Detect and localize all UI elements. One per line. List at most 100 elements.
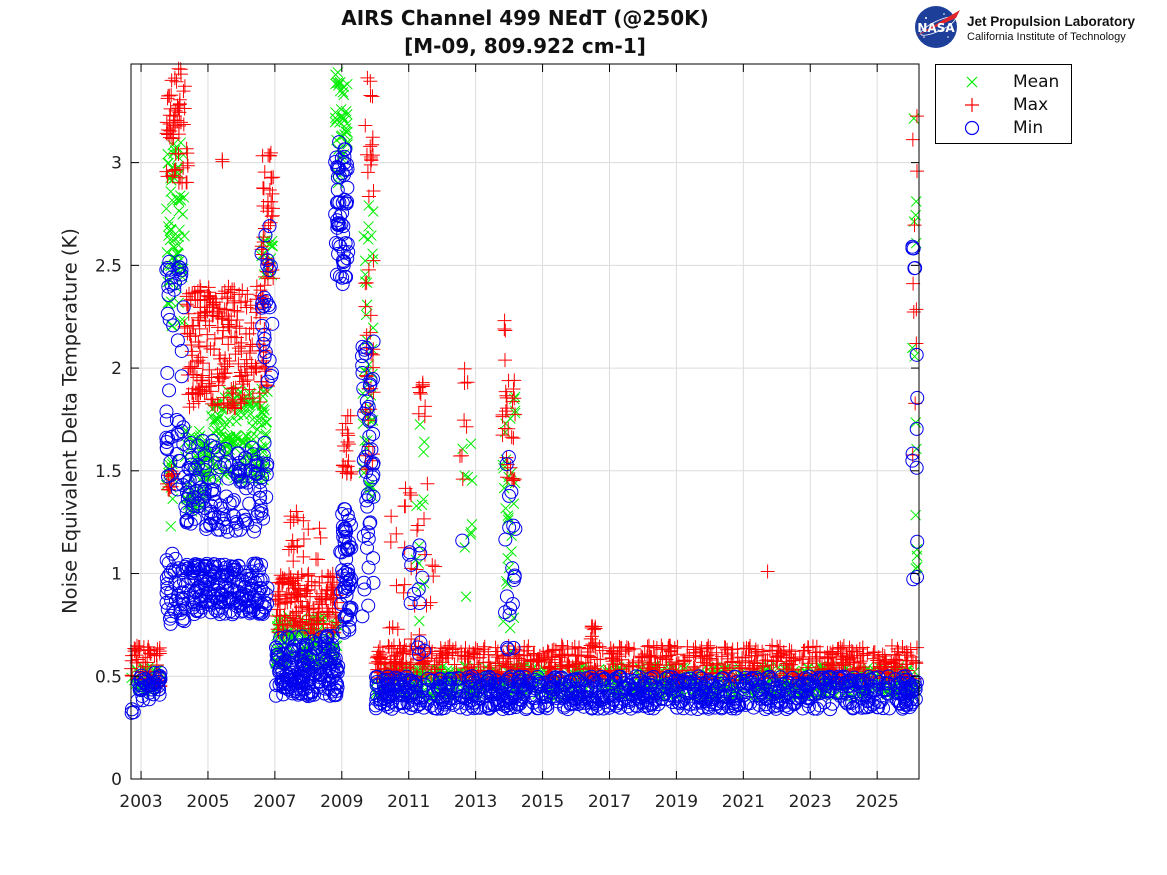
max-point bbox=[172, 101, 187, 116]
min-point bbox=[403, 596, 418, 611]
mean-point bbox=[331, 113, 343, 125]
max-point bbox=[363, 325, 378, 340]
max-point bbox=[225, 282, 240, 297]
x-tick-label: 2009 bbox=[320, 792, 363, 812]
max-point bbox=[265, 186, 280, 201]
x-tick-label: 2025 bbox=[856, 792, 899, 812]
max-point bbox=[420, 476, 435, 491]
max-point bbox=[482, 655, 497, 670]
max-point bbox=[161, 482, 176, 497]
max-point bbox=[296, 513, 311, 528]
max-point bbox=[884, 638, 899, 653]
max-point bbox=[701, 638, 716, 653]
max-point bbox=[310, 611, 325, 626]
max-point bbox=[189, 370, 204, 385]
max-point bbox=[311, 614, 326, 629]
mean-point bbox=[240, 430, 252, 441]
min-point bbox=[909, 421, 924, 436]
mean-point bbox=[260, 417, 272, 428]
max-point bbox=[149, 648, 164, 663]
max-point bbox=[398, 499, 413, 514]
y-tick-label: 0 bbox=[111, 770, 122, 790]
max-point bbox=[222, 320, 237, 335]
max-point bbox=[909, 640, 924, 655]
mean-point bbox=[230, 431, 242, 442]
max-point bbox=[193, 283, 208, 298]
max-point bbox=[343, 408, 358, 423]
max-point bbox=[646, 640, 661, 655]
max-point bbox=[909, 109, 924, 124]
max-point bbox=[404, 488, 419, 503]
min-point bbox=[360, 540, 375, 555]
max-point bbox=[191, 313, 206, 328]
max-point bbox=[199, 338, 214, 353]
mean-point bbox=[252, 424, 263, 435]
max-point bbox=[313, 530, 328, 545]
mean-point bbox=[341, 118, 353, 130]
mean-point bbox=[335, 131, 347, 142]
x-tick-label: 2019 bbox=[655, 792, 698, 812]
max-point bbox=[454, 648, 469, 663]
legend-item-max: Max bbox=[936, 94, 1071, 116]
max-point bbox=[286, 540, 301, 555]
mean-point bbox=[162, 297, 174, 309]
mean-point bbox=[357, 388, 369, 399]
max-point bbox=[239, 326, 254, 341]
max-point bbox=[341, 437, 356, 452]
max-point bbox=[261, 218, 276, 233]
max-point bbox=[234, 295, 249, 310]
mean-point bbox=[245, 408, 256, 420]
max-point bbox=[210, 397, 225, 412]
max-point bbox=[164, 88, 179, 103]
max-point bbox=[567, 639, 582, 654]
max-point bbox=[784, 644, 799, 659]
max-point bbox=[167, 71, 182, 86]
max-point bbox=[415, 378, 430, 393]
min-point bbox=[179, 514, 194, 529]
max-point bbox=[321, 569, 336, 584]
max-point bbox=[229, 319, 244, 334]
x-tick-label: 2003 bbox=[119, 792, 162, 812]
max-point bbox=[312, 594, 327, 609]
max-point bbox=[363, 88, 378, 103]
max-point bbox=[214, 310, 229, 325]
mean-point bbox=[215, 426, 226, 438]
max-point bbox=[286, 512, 301, 527]
max-point bbox=[680, 639, 695, 654]
max-point bbox=[299, 601, 314, 616]
max-point bbox=[208, 291, 223, 306]
max-point bbox=[223, 285, 238, 300]
max-point bbox=[293, 582, 308, 597]
max-point bbox=[225, 385, 240, 400]
min-point bbox=[171, 453, 186, 468]
chart-title: AIRS Channel 499 NEdT (@250K) [M-09, 809… bbox=[0, 4, 1050, 60]
mean-point bbox=[332, 77, 343, 89]
y-tick-label: 0.5 bbox=[95, 667, 122, 687]
max-point bbox=[182, 286, 197, 301]
min-point bbox=[170, 333, 185, 348]
max-point bbox=[310, 552, 325, 567]
max-point bbox=[633, 671, 648, 686]
mean-point bbox=[329, 116, 341, 128]
logo-org-name: Jet Propulsion Laboratory bbox=[967, 14, 1136, 29]
max-point bbox=[905, 132, 920, 147]
mean-point bbox=[162, 157, 174, 169]
min-point bbox=[363, 515, 378, 530]
mean-point bbox=[465, 526, 477, 538]
max-point bbox=[180, 326, 195, 341]
max-point bbox=[312, 575, 327, 590]
min-point bbox=[356, 529, 371, 544]
max-point bbox=[457, 413, 472, 428]
mean-point bbox=[207, 471, 218, 483]
max-point bbox=[417, 409, 432, 424]
max-point bbox=[266, 271, 281, 286]
max-point bbox=[363, 139, 378, 154]
max-point bbox=[231, 356, 246, 371]
max-point bbox=[256, 181, 271, 196]
max-point bbox=[182, 361, 197, 376]
max-point bbox=[341, 454, 356, 469]
mean-point bbox=[174, 224, 185, 236]
mean-point bbox=[209, 416, 220, 428]
max-point bbox=[359, 275, 374, 290]
